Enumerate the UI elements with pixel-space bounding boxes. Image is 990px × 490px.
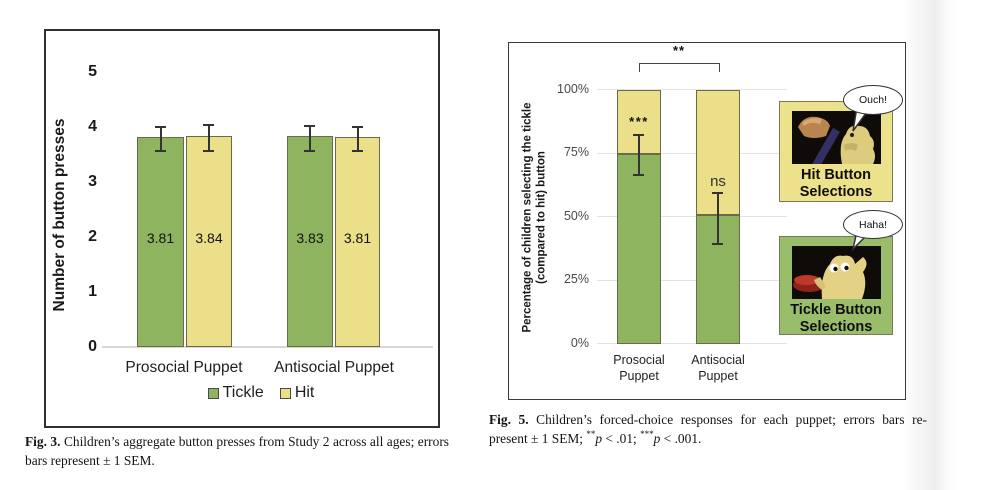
error-bar-antisocial [712, 192, 723, 245]
legend-swatch-tickle [207, 387, 219, 399]
sig-label-antisocial: ns [710, 173, 726, 190]
fig5-category-label-prosocial: Prosocial Puppet [613, 353, 665, 384]
error-bar-antisocial-hit [352, 126, 363, 152]
gridline-100 [597, 89, 787, 90]
feather-duster-shape [794, 275, 820, 285]
hit-selections-box: Hit Button Selections [779, 101, 893, 202]
fig5-y-tick: 0% [570, 336, 589, 350]
fig5-y-tick: 75% [563, 145, 589, 159]
bar-antisocial-tickle [287, 136, 333, 347]
gridline-75 [597, 153, 787, 154]
bar-prosocial-tickle [137, 137, 184, 347]
puppet-arm-shape [844, 143, 858, 151]
fig3-x-axis-baseline [102, 346, 433, 348]
legend-label-hit: Hit [294, 384, 315, 401]
bar-value-label: 3.81 [343, 230, 372, 246]
fig3-caption: Fig. 3. Children’s aggregate button pres… [25, 432, 449, 471]
speech-bubble-ouch: Ouch! [843, 85, 903, 115]
hammer-handle-shape [812, 127, 840, 164]
bar-value-label: 3.83 [296, 230, 324, 246]
significance-bracket [639, 63, 720, 72]
speech-bubble-haha: Haha! [843, 210, 903, 239]
fig5-y-tick: 50% [563, 209, 589, 223]
puppet-eye [850, 133, 854, 137]
legend-item-tickle: Tickle [207, 384, 264, 402]
fig5-caption: Fig. 5. Children’s forced-choice respons… [489, 410, 927, 449]
tickle-selections-label: Tickle Button Selections [790, 302, 882, 336]
bar-value-label: 3.84 [195, 230, 223, 246]
fig3-category-label: Prosocial Puppet [125, 359, 243, 376]
error-bar-prosocial-hit [203, 124, 214, 152]
hit-selections-label: Hit Button Selections [799, 167, 873, 201]
sig-label-comparison: ** [672, 43, 686, 58]
fig5-category-label-antisocial: Antisocial Puppet [691, 353, 745, 384]
fig3-y-tick: 2 [88, 228, 97, 245]
fig3-caption-text: bars represent ± 1 SEM. [25, 453, 155, 469]
bar-antisocial-hit [335, 137, 380, 347]
legend-label-tickle: Tickle [222, 384, 264, 401]
fig3-legend: Tickle Hit [106, 384, 416, 402]
googly-eye-pupil [844, 265, 849, 271]
sig-label-prosocial: *** [629, 114, 649, 129]
fig3-y-tick: 5 [88, 63, 97, 80]
bar-value-label: 3.81 [146, 230, 175, 246]
fig5-y-tick: 100% [557, 82, 589, 96]
googly-eye-pupil [833, 266, 838, 272]
fig5-y-tick: 25% [563, 272, 589, 286]
fig3-caption-text: Children’s aggregate button presses from… [63, 434, 449, 449]
fig3-y-tick: 1 [88, 283, 97, 300]
gridline-25 [597, 280, 787, 281]
hit-photo [792, 111, 881, 164]
legend-swatch-hit [279, 387, 291, 399]
fig3-y-tick: 4 [88, 118, 97, 135]
error-bar-prosocial [633, 134, 644, 176]
fig3-chart-frame: Number of button presses 5 4 3 2 1 0 3.8… [44, 29, 440, 428]
fig3-y-tick: 3 [88, 173, 97, 190]
tickle-photo [792, 246, 881, 299]
tickle-selections-box: Tickle Button Selections [779, 236, 893, 335]
fig5-caption-text: Children’s forced-choice responses for e… [536, 412, 927, 427]
error-bar-antisocial-tickle [304, 125, 315, 152]
fig5-caption-text: present ± 1 SEM; **p < .01; ***p < .001. [489, 428, 702, 447]
fig3-category-label: Antisocial Puppet [274, 359, 394, 376]
fig5-chart-frame: Percentage of children selecting the tic… [508, 42, 906, 400]
page-edge-shadow [902, 0, 956, 490]
error-bar-prosocial-tickle [155, 126, 166, 152]
puppet-arm-shape [814, 277, 826, 290]
hammer-highlight [802, 118, 822, 126]
gridline-0 [597, 343, 787, 344]
fig3-caption-label: Fig. 3. [25, 434, 61, 449]
stack-prosocial-tickle-segment [617, 154, 661, 344]
legend-item-hit: Hit [279, 384, 315, 402]
gridline-50 [597, 216, 787, 217]
fig5-caption-label: Fig. 5. [489, 412, 529, 427]
fig3-y-tick: 0 [88, 338, 97, 355]
bar-prosocial-hit [186, 136, 232, 347]
puppet-shape [840, 125, 875, 164]
